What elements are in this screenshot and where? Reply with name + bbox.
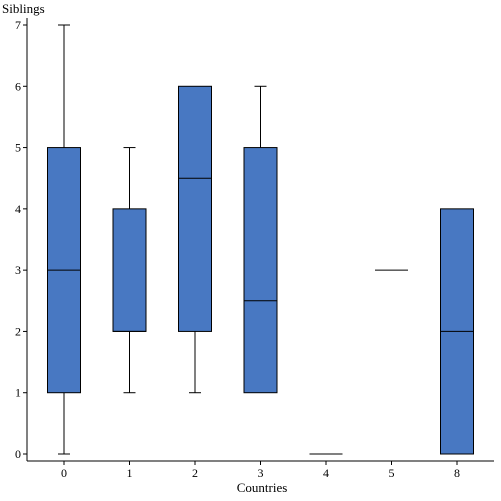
y-axis-ticks: 0 1 2 3 4 5 6 7 [15,18,27,461]
box-0 [47,24,81,455]
box-rect [243,147,278,394]
y-tick-label: 1 [15,386,21,400]
box-2 [178,85,212,394]
x-tick-label: 2 [192,466,198,480]
x-axis-title: Countries [237,480,288,495]
y-tick-label: 7 [15,18,21,32]
box-1 [112,147,147,394]
x-axis-ticks: 0 1 2 3 4 5 8 [61,461,460,480]
box-rect [178,85,212,332]
box-8 [440,208,474,455]
box-3 [243,85,278,394]
x-tick-label: 4 [323,466,329,480]
x-tick-label: 3 [258,466,264,480]
x-tick-label: 8 [454,466,460,480]
y-tick-label: 4 [15,202,21,216]
box-series [47,24,474,455]
y-tick-label: 5 [15,141,21,155]
y-tick-label: 2 [15,324,21,338]
x-tick-label: 5 [389,466,395,480]
box-rect [112,208,147,332]
y-axis-title: Siblings [2,1,45,16]
y-tick-label: 3 [15,263,21,277]
y-tick-label: 6 [15,79,21,93]
x-tick-label: 0 [61,466,67,480]
x-tick-label: 1 [127,466,133,480]
y-tick-label: 0 [15,447,21,461]
